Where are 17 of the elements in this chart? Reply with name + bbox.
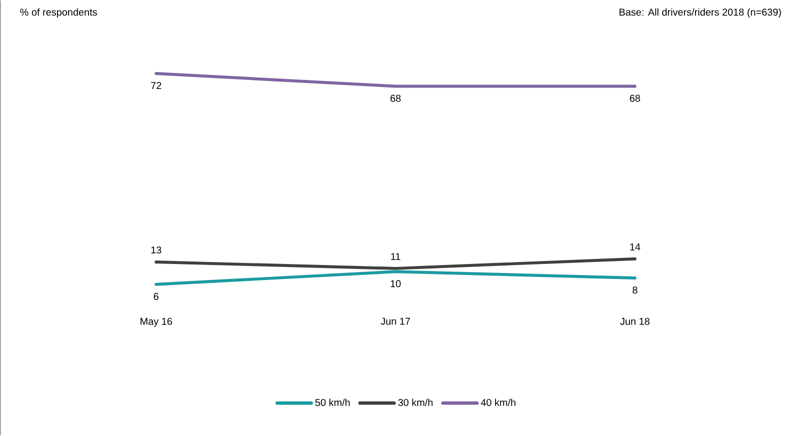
data-label: 8 xyxy=(632,286,638,294)
legend-label: 30 km/h xyxy=(398,398,433,406)
data-label: 72 xyxy=(151,82,162,90)
x-tick-label: Jun 18 xyxy=(620,318,650,325)
data-label: 6 xyxy=(154,293,158,300)
x-tick-label: May 16 xyxy=(140,318,172,327)
data-label: 68 xyxy=(630,94,640,102)
legend-label: 50 km/h xyxy=(315,398,350,406)
x-tick-label: Jun 17 xyxy=(380,318,410,325)
data-label: 11 xyxy=(391,253,400,260)
text: Base: All drivers/riders 2018 (n=639) xyxy=(620,8,781,18)
data-label: 10 xyxy=(390,280,401,288)
data-label: 13 xyxy=(151,246,162,254)
text: % of respondents xyxy=(20,8,97,18)
data-label: 14 xyxy=(630,244,640,250)
data-label: 68 xyxy=(390,94,401,102)
legend-label: 40 km/h xyxy=(480,398,516,406)
